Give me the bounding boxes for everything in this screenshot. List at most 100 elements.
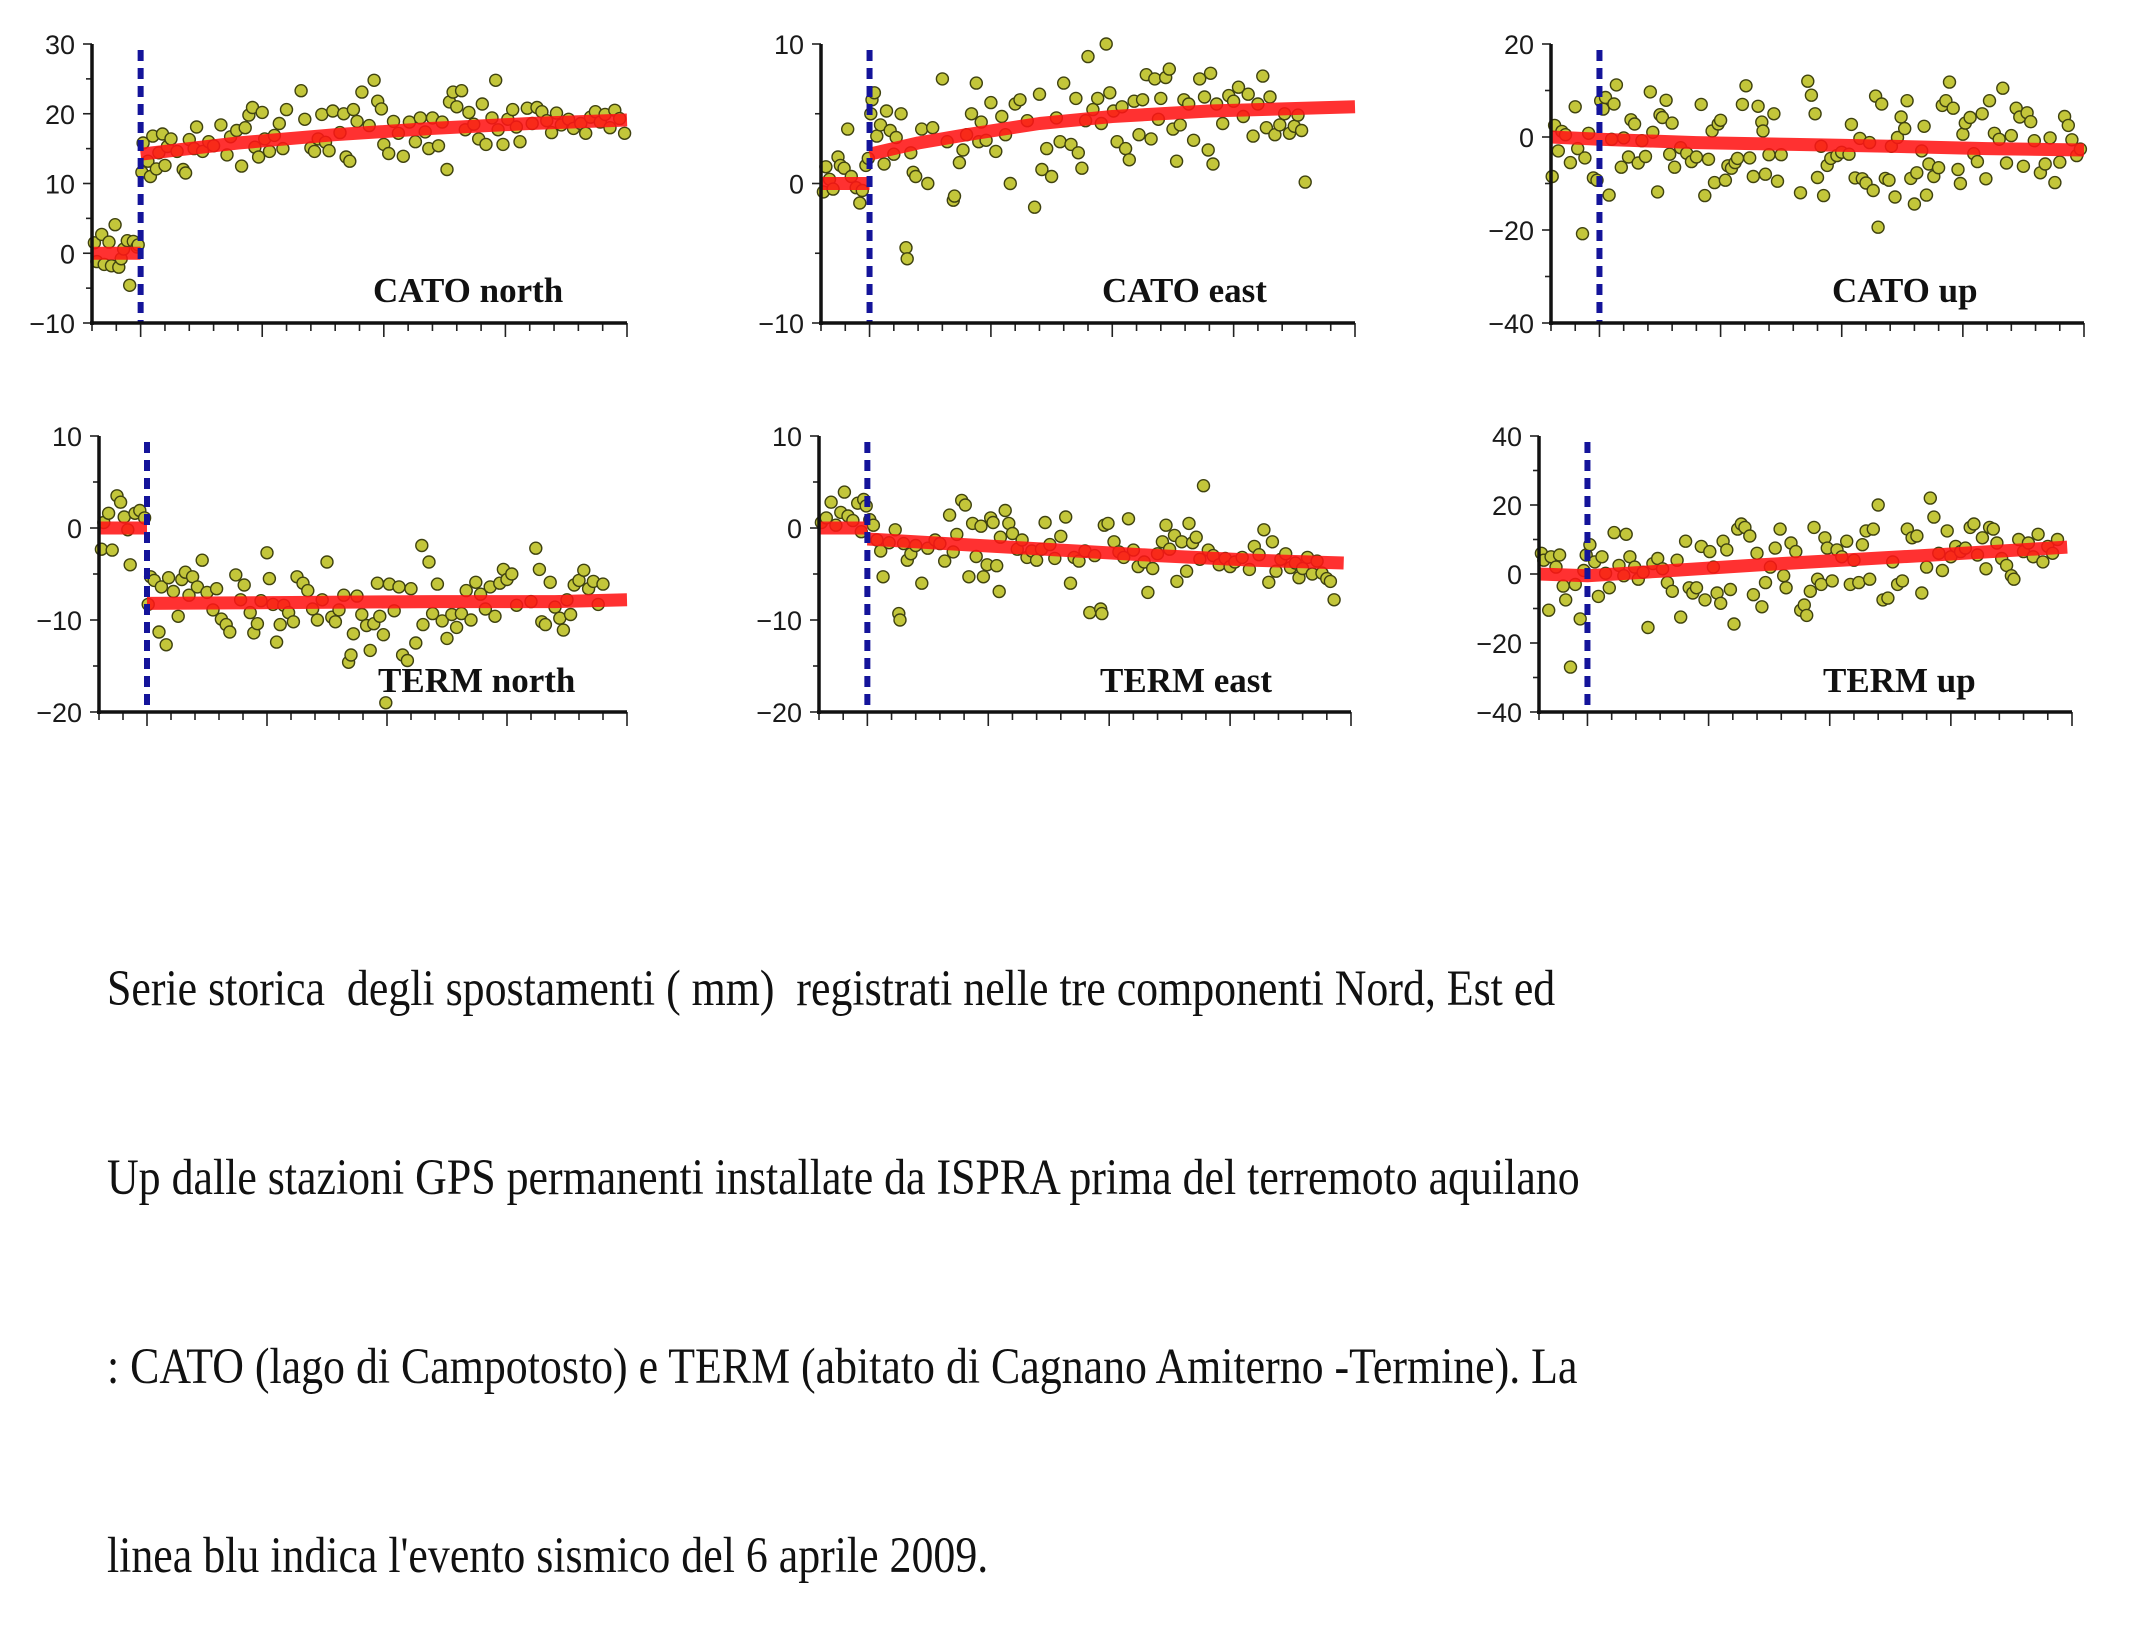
data-point <box>1135 93 1150 107</box>
data-point <box>379 696 393 710</box>
data-point <box>870 129 884 143</box>
data-point <box>596 577 610 591</box>
data-point <box>1770 174 1785 188</box>
data-point <box>1575 226 1590 241</box>
data-point <box>269 635 284 649</box>
data-point <box>1825 574 1839 588</box>
data-point <box>1257 523 1271 537</box>
data-point <box>1773 522 1787 536</box>
data-point <box>995 109 1009 124</box>
data-point <box>1866 522 1881 536</box>
data-point <box>195 553 209 567</box>
data-point <box>158 158 172 173</box>
data-point <box>1627 117 1642 131</box>
data-point <box>1122 153 1137 167</box>
data-point <box>1689 150 1704 164</box>
data-point <box>408 134 423 149</box>
data-point <box>2038 157 2052 171</box>
data-point <box>837 161 851 175</box>
data-point <box>1730 151 1745 166</box>
data-point <box>171 609 185 623</box>
data-point <box>370 576 385 590</box>
data-point <box>1099 37 1113 51</box>
data-point <box>1058 510 1073 524</box>
y-tick-label: −40 <box>1476 698 1522 728</box>
data-point <box>1866 183 1880 198</box>
data-point <box>273 617 287 632</box>
data-point <box>543 575 557 589</box>
panel-title: TERM up <box>1823 661 1976 700</box>
data-point <box>1750 546 1764 560</box>
data-point <box>223 625 237 639</box>
data-point <box>1927 510 1941 524</box>
data-point <box>1265 535 1280 549</box>
data-point <box>350 114 364 129</box>
data-point <box>1641 620 1655 635</box>
data-point <box>926 120 940 135</box>
data-point <box>1262 575 1276 589</box>
data-point <box>343 154 357 168</box>
data-point <box>879 104 894 118</box>
data-point <box>189 120 204 134</box>
data-point <box>1186 133 1201 148</box>
data-point <box>1923 491 1938 505</box>
data-point <box>1767 107 1781 121</box>
data-point <box>1814 577 1828 592</box>
data-point <box>1607 97 1621 111</box>
data-point <box>1578 151 1592 165</box>
data-point <box>1563 660 1578 674</box>
data-point <box>1039 141 1054 156</box>
data-point <box>1294 123 1309 138</box>
data-point <box>1602 581 1617 595</box>
data-point <box>374 102 389 116</box>
data-point <box>1064 137 1078 152</box>
data-point <box>1895 574 1910 588</box>
y-tick-label: −20 <box>36 698 82 728</box>
data-point <box>1665 584 1680 598</box>
data-point <box>315 107 329 122</box>
data-point <box>464 613 478 627</box>
data-point <box>921 176 935 191</box>
data-point <box>2061 118 2076 133</box>
data-point <box>556 623 571 637</box>
data-point <box>2053 155 2067 169</box>
data-point <box>956 143 970 157</box>
data-point <box>617 126 632 141</box>
data-point <box>563 607 578 622</box>
data-point <box>1799 608 1814 623</box>
data-point <box>1735 97 1750 112</box>
data-point <box>1907 197 1922 211</box>
data-point <box>404 582 418 596</box>
data-point <box>1953 176 1968 191</box>
data-point <box>326 104 340 118</box>
data-point <box>1090 91 1105 106</box>
data-point <box>400 653 415 668</box>
data-point <box>1323 574 1338 589</box>
data-point <box>122 278 137 292</box>
data-point <box>1915 586 1929 600</box>
data-point <box>1044 169 1059 184</box>
data-point <box>1095 606 1109 621</box>
data-point <box>1145 561 1160 576</box>
y-tick-label: 0 <box>1507 560 1522 590</box>
data-point <box>2031 527 2045 541</box>
data-point <box>1246 129 1260 143</box>
data-point <box>962 570 976 584</box>
caption-line-3: : CATO (lago di Campotosto) e TERM (abit… <box>107 1339 1578 1395</box>
data-point <box>1882 173 1896 187</box>
data-point <box>1701 152 1716 167</box>
data-point <box>1162 62 1177 76</box>
data-point <box>237 578 251 592</box>
data-point <box>1154 91 1168 106</box>
data-point <box>1979 562 1993 576</box>
data-point <box>298 112 312 127</box>
data-point <box>1910 529 1924 543</box>
data-point <box>1173 118 1187 132</box>
data-point <box>260 546 274 560</box>
data-point <box>1263 90 1277 104</box>
data-point <box>435 614 449 628</box>
data-point <box>229 568 243 582</box>
data-point <box>1727 617 1741 631</box>
data-point <box>841 122 855 136</box>
data-point <box>1053 134 1067 149</box>
